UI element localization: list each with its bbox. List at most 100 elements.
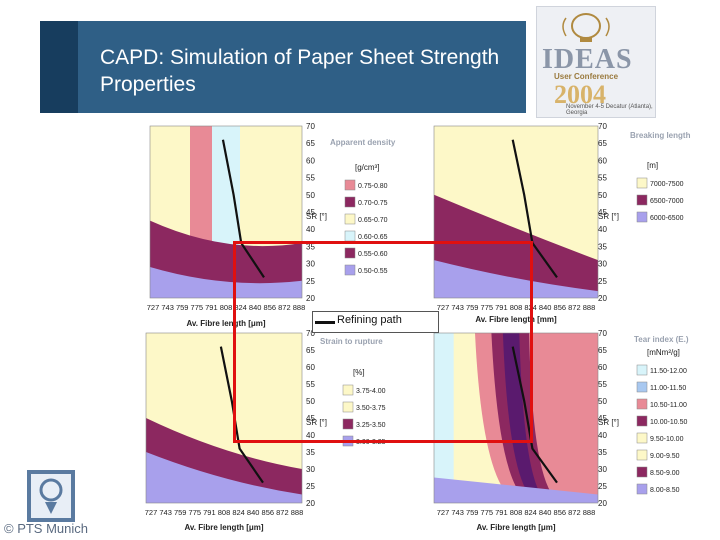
legend-label: 0.60-0.65 [358, 234, 388, 241]
y-tick-label: 55 [598, 380, 607, 389]
legend-swatch [342, 418, 354, 430]
refining-path-curve [511, 139, 558, 278]
refining-path-curve [511, 346, 558, 484]
legend-label: 7000-7500 [650, 181, 684, 188]
y-tick-label: 45 [598, 208, 607, 217]
y-tick-label: 45 [306, 208, 315, 217]
logo-subtitle: User Conference [554, 72, 619, 81]
y-tick-label: 35 [598, 242, 607, 251]
breaking-region [434, 260, 598, 298]
legend-unit: [m] [647, 161, 658, 170]
y-tick-label: 60 [598, 363, 607, 372]
legend-swatch [344, 247, 356, 259]
legend-label: 11.00-11.50 [650, 385, 686, 392]
legend-swatch [344, 230, 356, 242]
chart-title: Breaking length [630, 131, 691, 140]
x-axis-label: Av. Fibre length [μm] [186, 319, 265, 328]
title-bar [40, 21, 526, 113]
tear-region [502, 333, 553, 503]
legend-label: 3.75-4.00 [356, 388, 386, 395]
y-tick-label: 30 [598, 465, 607, 474]
chart-title: Strain to rupture [320, 337, 383, 346]
legend-label: 3.25-3.50 [356, 422, 386, 429]
y-tick-label: 55 [306, 380, 315, 389]
y-tick-label: 70 [306, 329, 315, 338]
y-tick-label: 55 [306, 174, 315, 183]
legend-swatch [344, 213, 356, 225]
legend-swatch [636, 466, 648, 478]
y-tick-label: 50 [598, 191, 607, 200]
plot-frame [433, 125, 599, 299]
y-tick-label: 30 [306, 465, 315, 474]
y-tick-label: 60 [598, 156, 607, 165]
plot-frame [145, 332, 303, 504]
legend-swatch [636, 449, 648, 461]
y-tick-label: 65 [598, 346, 607, 355]
y-tick-label: 70 [598, 122, 607, 131]
plot-frame [149, 125, 303, 299]
legend-swatch [636, 398, 648, 410]
logo-word: IDEAS [542, 44, 633, 75]
legend-label: 11.50-12.00 [650, 368, 687, 375]
x-tick-label: 727 743 759 775 791 808 824 840 856 872 … [147, 303, 306, 312]
footer-copyright: © PTS Munich [4, 521, 88, 536]
legend-unit: [mNm²/g] [647, 348, 680, 357]
chart-title: Apparent density [330, 138, 396, 147]
refining-path-label: Refining path [337, 314, 402, 326]
legend-label: 9.50-10.00 [650, 436, 684, 443]
legend-label: 9.00-9.50 [650, 453, 680, 460]
legend-swatch [342, 384, 354, 396]
legend-swatch [344, 196, 356, 208]
x-axis-label: Av. Fibre length [mm] [475, 315, 557, 324]
legend-swatch [344, 264, 356, 276]
y-tick-label: 65 [598, 139, 607, 148]
y-axis-label: SR [°] [306, 212, 327, 221]
refining-path-legend: Refining path [312, 311, 439, 333]
y-tick-label: 35 [598, 448, 607, 457]
y-tick-label: 60 [306, 363, 315, 372]
legend-label: 8.50-9.00 [650, 470, 680, 477]
y-tick-label: 25 [306, 482, 315, 491]
legend-label: 6000-6500 [650, 215, 684, 222]
x-tick-label: 727 743 759 775 791 808 824 840 856 872 … [437, 508, 596, 517]
chart-title: Tear index (E.) [634, 335, 689, 344]
legend-label: 0.55-0.60 [358, 251, 388, 258]
legend-label: 10.00-10.50 [650, 419, 687, 426]
y-tick-label: 55 [598, 174, 607, 183]
legend-swatch [636, 177, 648, 189]
strain-region [146, 452, 302, 503]
legend-label: 0.65-0.70 [358, 217, 388, 224]
legend-swatch [636, 381, 648, 393]
y-tick-label: 25 [598, 277, 607, 286]
y-tick-label: 40 [306, 431, 315, 440]
refining-path-line-sample [315, 321, 335, 324]
y-tick-label: 70 [306, 122, 315, 131]
legend-unit: [%] [353, 368, 365, 377]
y-tick-label: 45 [598, 414, 607, 423]
legend-swatch [636, 364, 648, 376]
tear-region [434, 477, 598, 503]
logo-year: 2004 [554, 80, 606, 109]
y-tick-label: 45 [306, 414, 315, 423]
y-tick-label: 50 [306, 191, 315, 200]
y-tick-label: 40 [306, 225, 315, 234]
legend-label: 0.50-0.55 [358, 268, 388, 275]
y-tick-label: 35 [306, 242, 315, 251]
y-tick-label: 25 [306, 277, 315, 286]
y-axis-label: SR [°] [598, 418, 619, 427]
y-tick-label: 65 [306, 139, 315, 148]
legend-unit: [g/cm³] [355, 163, 379, 172]
y-axis-label: SR [°] [598, 212, 619, 221]
logo-date: November 4-5 Decatur (Atlanta), Georgia [566, 104, 653, 116]
x-tick-label: 727 743 759 775 791 808 824 840 856 872 … [145, 508, 304, 517]
y-tick-label: 25 [598, 482, 607, 491]
legend-swatch [344, 179, 356, 191]
pts-logo [27, 470, 75, 522]
legend-swatch [636, 194, 648, 206]
ideas-conference-logo: IDEAS User Conference 2004 November 4-5 … [536, 6, 656, 118]
density-region [150, 267, 302, 298]
y-axis-label: SR [°] [306, 418, 327, 427]
legend-swatch [636, 415, 648, 427]
y-tick-label: 30 [306, 260, 315, 269]
